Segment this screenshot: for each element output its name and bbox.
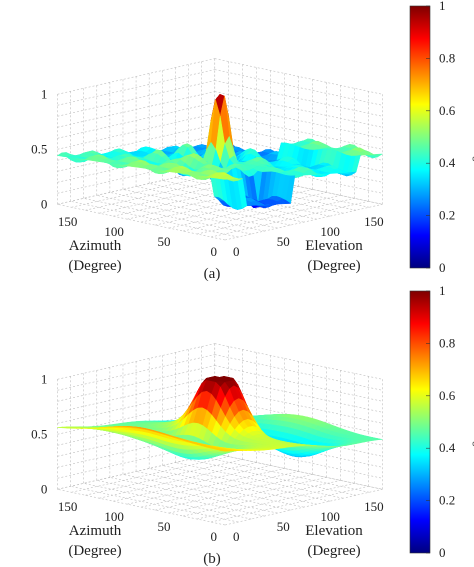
elevation-axis-unit: (Degree) (307, 543, 360, 559)
z-tick-label: 1 (41, 86, 48, 101)
colorbar-tick-label: 1 (439, 0, 446, 13)
z-axis: 00.51 (31, 86, 47, 211)
z-tick-label: 0 (41, 196, 48, 211)
azimuth-axis: 0 50 100 150 (58, 499, 217, 544)
panel-label: (b) (203, 551, 221, 567)
azimuth-tick-label: 100 (104, 509, 124, 524)
elevation-tick-label: 0 (233, 529, 240, 544)
azimuth-tick-label: 150 (58, 214, 78, 229)
panel-label: (a) (204, 266, 221, 282)
z-axis: 00.51 (31, 371, 47, 496)
surface (57, 375, 383, 460)
colorbar-tick-label: 0.6 (439, 103, 456, 118)
azimuth-axis-title: Azimuth (69, 238, 122, 254)
colorbar-tick-label: 0.2 (439, 493, 455, 508)
grid (57, 343, 383, 526)
colorbar-tick-label: 0.2 (439, 208, 455, 223)
colorbar-tick-label: 0 (439, 545, 446, 560)
z-tick-label: 1 (41, 371, 48, 386)
elevation-tick-label: 50 (277, 234, 290, 249)
colorbar: 0 0.2 0.4 0.6 0.8 1 Normalized Magnitude (409, 283, 474, 560)
colorbar-title: Normalized Magnitude (472, 367, 474, 477)
azimuth-tick-label: 0 (211, 244, 218, 259)
colorbar-tick-label: 0.8 (439, 335, 455, 350)
elevation-axis: 0 50 100 150 (233, 214, 384, 259)
elevation-tick-label: 150 (364, 214, 384, 229)
azimuth-axis-title: Azimuth (69, 523, 122, 539)
z-tick-label: 0.5 (31, 426, 47, 441)
elevation-tick-label: 50 (277, 519, 290, 534)
elevation-axis: 0 50 100 150 (233, 499, 384, 544)
elevation-axis-title: Elevation (305, 238, 363, 254)
elevation-axis-unit: (Degree) (307, 258, 360, 274)
panel-b: 00.51050100150050100150Azimuth(Degree)El… (31, 283, 474, 567)
colorbar-title: Normalized Magnitude (472, 82, 474, 192)
elevation-axis-title: Elevation (305, 523, 363, 539)
surface (56, 93, 384, 211)
z-tick-label: 0 (41, 481, 48, 496)
azimuth-tick-label: 50 (157, 234, 170, 249)
colorbar-tick-label: 0.6 (439, 388, 456, 403)
elevation-tick-label: 150 (364, 499, 384, 514)
colorbar: 0 0.2 0.4 0.6 0.8 1 Normalized Magnitude (409, 0, 474, 275)
azimuth-tick-label: 100 (104, 224, 124, 239)
colorbar-tick-label: 0 (439, 260, 446, 275)
colorbar-gradient (409, 5, 431, 269)
colorbar-tick-label: 0.4 (439, 155, 456, 170)
azimuth-tick-label: 0 (211, 529, 218, 544)
colorbar-tick-label: 0.8 (439, 50, 455, 65)
azimuth-axis: 0 50 100 150 (58, 214, 217, 259)
azimuth-tick-label: 50 (157, 519, 170, 534)
panel-a: 00.51050100150050100150Azimuth(Degree)El… (31, 0, 474, 282)
z-tick-label: 0.5 (31, 141, 47, 156)
azimuth-axis-unit: (Degree) (68, 258, 121, 274)
colorbar-gradient (409, 290, 431, 554)
elevation-tick-label: 0 (233, 244, 240, 259)
azimuth-axis-unit: (Degree) (68, 543, 121, 559)
elevation-tick-label: 100 (320, 224, 340, 239)
colorbar-tick-label: 1 (439, 283, 446, 298)
azimuth-tick-label: 150 (58, 499, 78, 514)
colorbar-tick-label: 0.4 (439, 440, 456, 455)
elevation-tick-label: 100 (320, 509, 340, 524)
